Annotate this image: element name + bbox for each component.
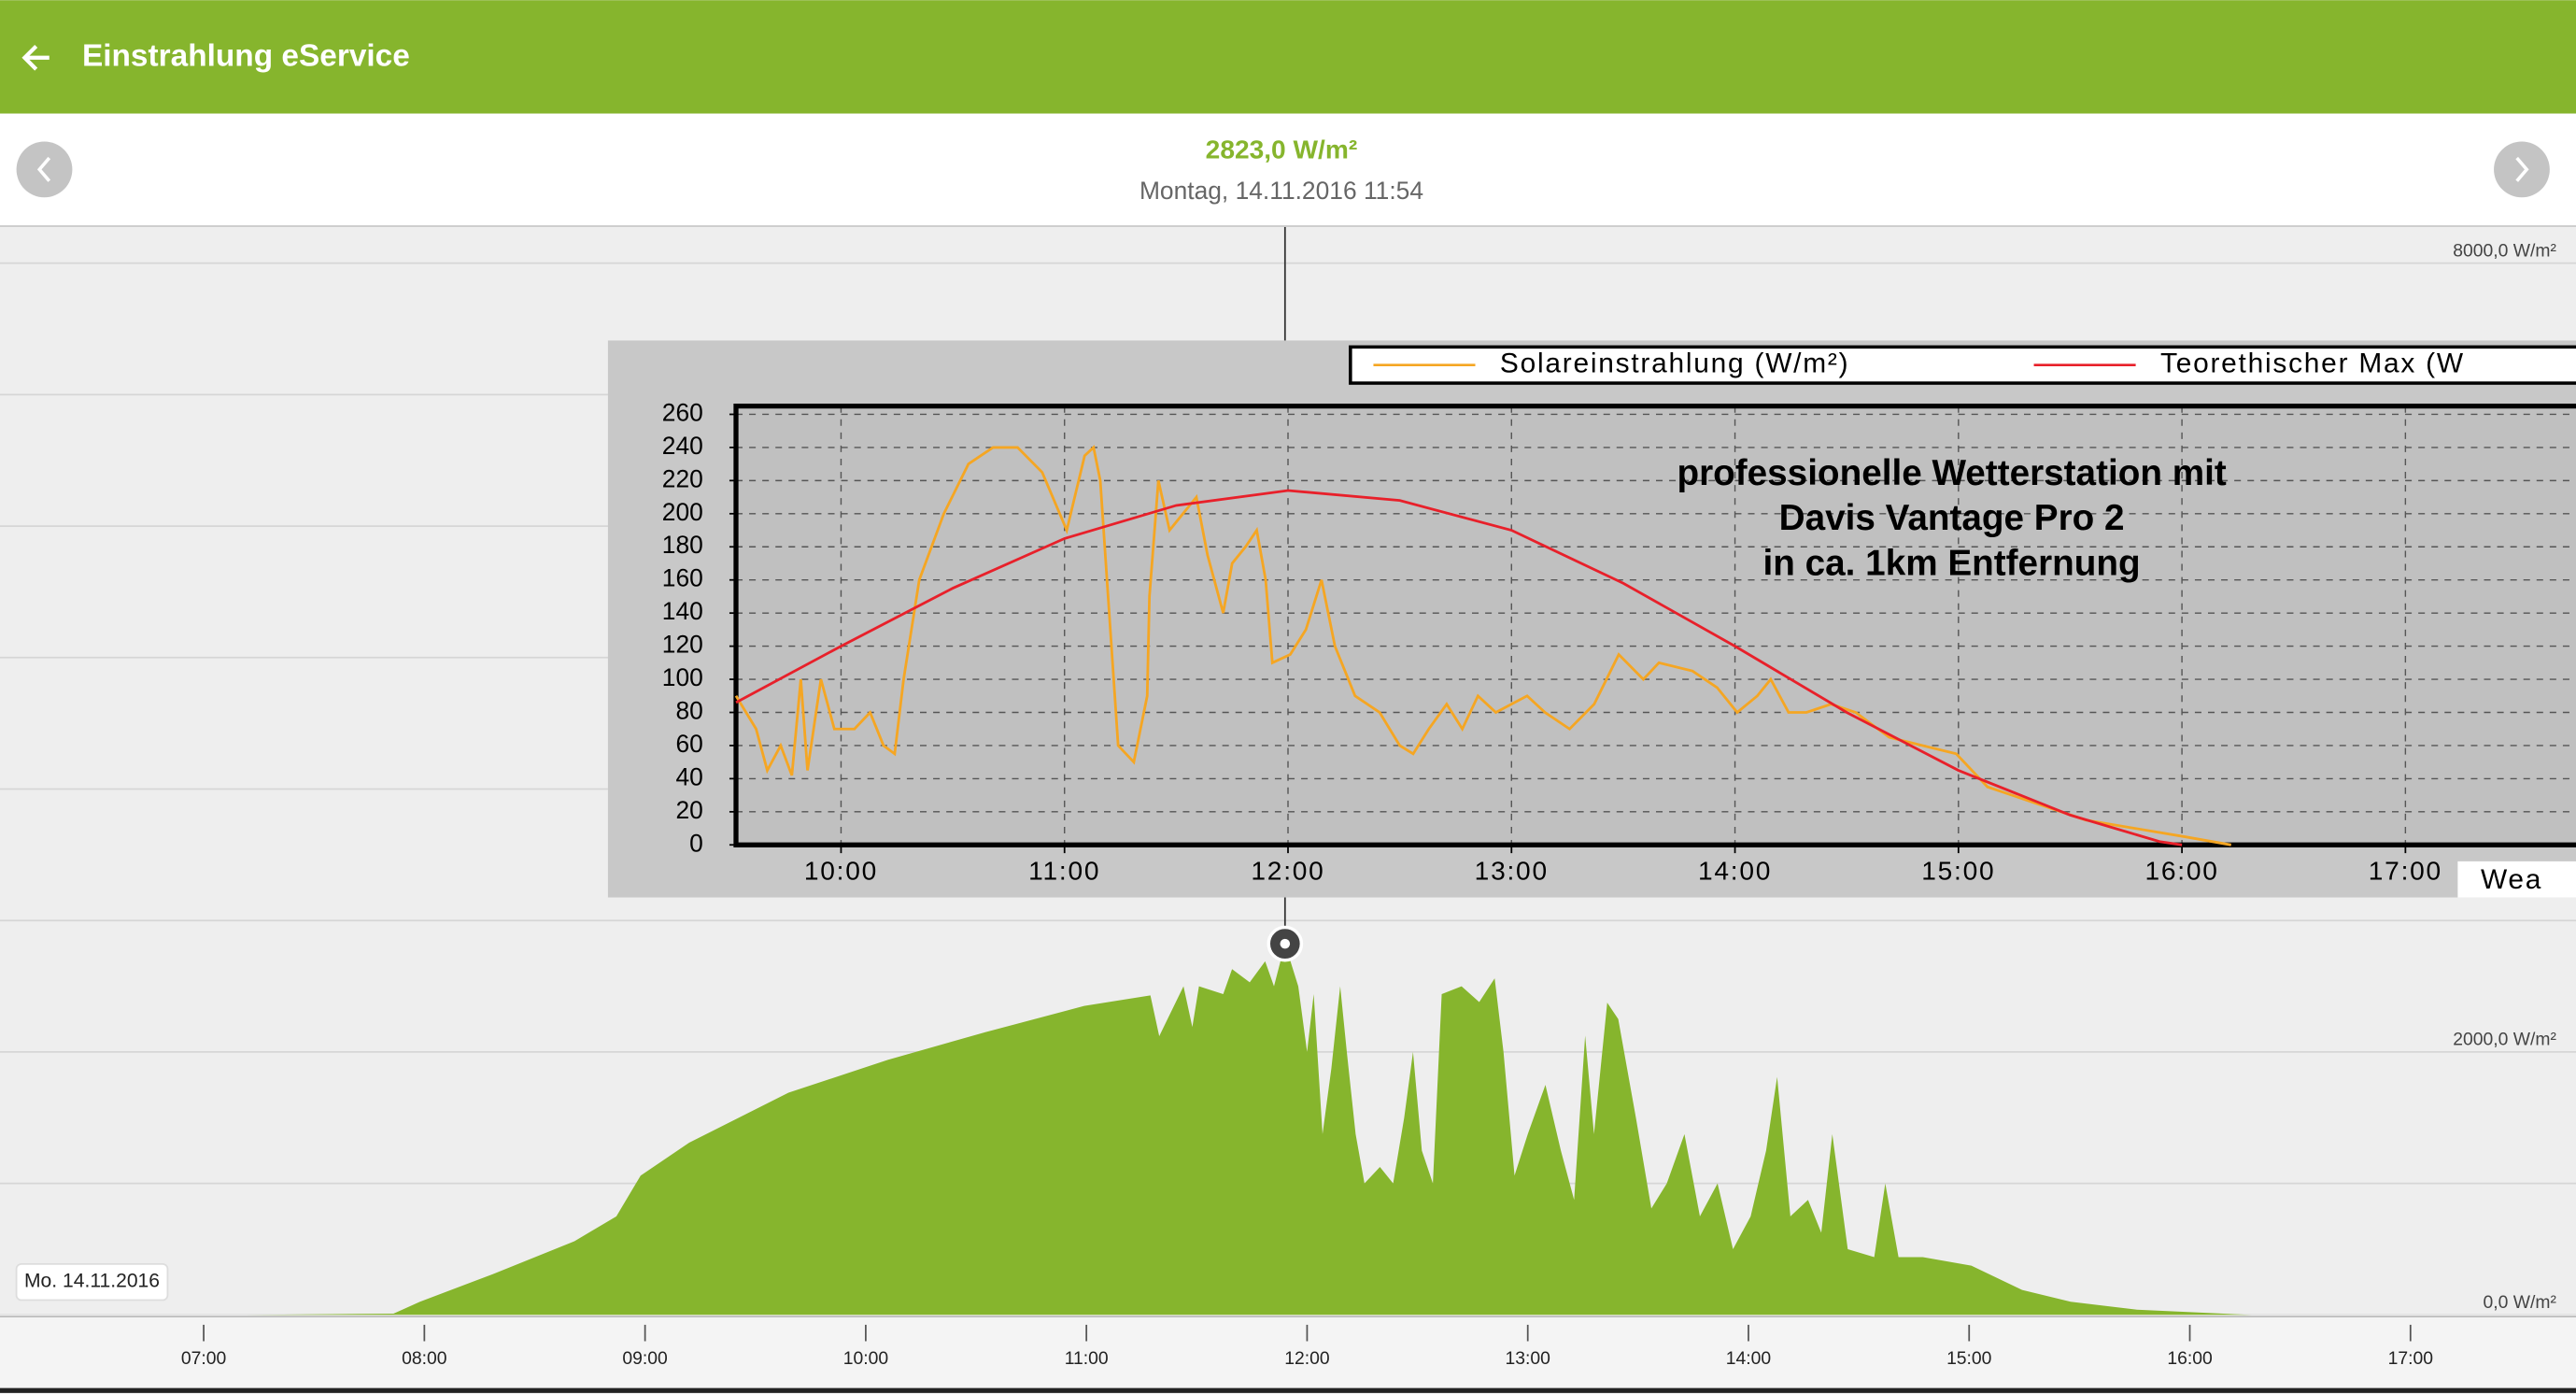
y-tick-label: 2000,0 W/m² <box>2453 1030 2556 1050</box>
x-tick-label: 12:00 <box>1284 1348 1329 1369</box>
x-tick-label: 14:00 <box>1726 1348 1771 1369</box>
x-tick-label: 13:00 <box>1475 857 1549 886</box>
x-tick-label: 17:00 <box>2388 1348 2433 1369</box>
y-tick-label: 80 <box>675 696 702 724</box>
app-title: Einstrahlung eService <box>82 39 410 74</box>
y-tick-label: 260 <box>662 398 703 426</box>
x-tick-label: 10:00 <box>843 1348 888 1369</box>
x-tick-label: 14:00 <box>1698 857 1772 886</box>
annotation: Davis Vantage Pro 2 <box>1779 498 2125 538</box>
next-button[interactable] <box>2494 141 2550 198</box>
overlay <box>1267 925 1304 962</box>
next-circle[interactable] <box>2494 141 2550 198</box>
date-bar <box>0 113 2576 226</box>
series-line <box>734 445 2231 846</box>
y-tick-label: 60 <box>675 730 702 758</box>
selected-datetime: Montag, 14.11.2016 11:54 <box>1139 177 1423 205</box>
legend-label: Teorethischer Max (W <box>2160 348 2465 379</box>
x-tick-label: 15:00 <box>1946 1348 1991 1369</box>
date-badge-text: Mo. 14.11.2016 <box>24 1271 160 1292</box>
series-line <box>735 489 2183 846</box>
x-tick-label: 08:00 <box>402 1348 446 1369</box>
date-badge <box>15 1262 169 1302</box>
legend-label: Solareinstrahlung (W/m²) <box>1500 348 1849 379</box>
y-tick-label: 0 <box>689 829 703 857</box>
y-tick-label: 240 <box>662 432 703 460</box>
y-tick-label: 8000,0 W/m² <box>2453 240 2556 261</box>
y-tick-label: 180 <box>662 531 703 559</box>
back-button[interactable] <box>21 44 50 71</box>
x-tick-label: 09:00 <box>622 1348 667 1369</box>
x-tick-label: 07:00 <box>181 1348 226 1369</box>
x-tick-label: 13:00 <box>1506 1348 1550 1369</box>
x-tick-label: 15:00 <box>1921 857 1995 886</box>
area <box>245 944 2252 1316</box>
x-tick-label: 16:00 <box>2145 857 2219 886</box>
y-tick-label: 160 <box>662 564 703 592</box>
prev-button[interactable] <box>16 141 73 198</box>
plot-area <box>736 405 2576 846</box>
y-tick-label: 120 <box>662 631 703 659</box>
y-tick-label: 220 <box>662 464 703 492</box>
x-tick-label: 17:00 <box>2369 857 2442 886</box>
x-tick-label: 16:00 <box>2167 1348 2212 1369</box>
x-axis-strip <box>0 1315 2576 1394</box>
y-tick-label: 40 <box>675 762 702 790</box>
selected-point-dot <box>1280 938 1291 949</box>
x-tick-label: 11:00 <box>1028 857 1100 886</box>
prev-icon[interactable] <box>36 156 51 182</box>
selected-value: 2823,0 W/m² <box>1206 135 1358 164</box>
footer-label: Wea <box>2481 864 2542 895</box>
x-tick-label: 11:00 <box>1065 1348 1109 1369</box>
y-tick-label: 200 <box>662 498 703 526</box>
annotation: in ca. 1km Entfernung <box>1763 544 2141 584</box>
y-tick-label: 20 <box>675 796 702 824</box>
next-icon[interactable] <box>2515 156 2529 182</box>
prev-circle[interactable] <box>16 141 73 198</box>
plot-frame <box>733 404 2576 847</box>
x-tick-label: 10:00 <box>804 857 878 886</box>
inset-chart: 0 20 40 60 80 100 120 140 160 180 200 220 240 260 10:0… <box>607 340 2576 898</box>
y-tick-label: 0,0 W/m² <box>2484 1292 2557 1313</box>
footer-box <box>2457 861 2576 898</box>
y-tick-label: 140 <box>662 597 703 625</box>
x-tick-label: 12:00 <box>1251 857 1324 886</box>
app-bar <box>0 0 2576 114</box>
y-tick-label: 100 <box>662 663 703 691</box>
annotation: professionelle Wetterstation mit <box>1677 453 2226 493</box>
legend-box <box>1349 345 2576 385</box>
